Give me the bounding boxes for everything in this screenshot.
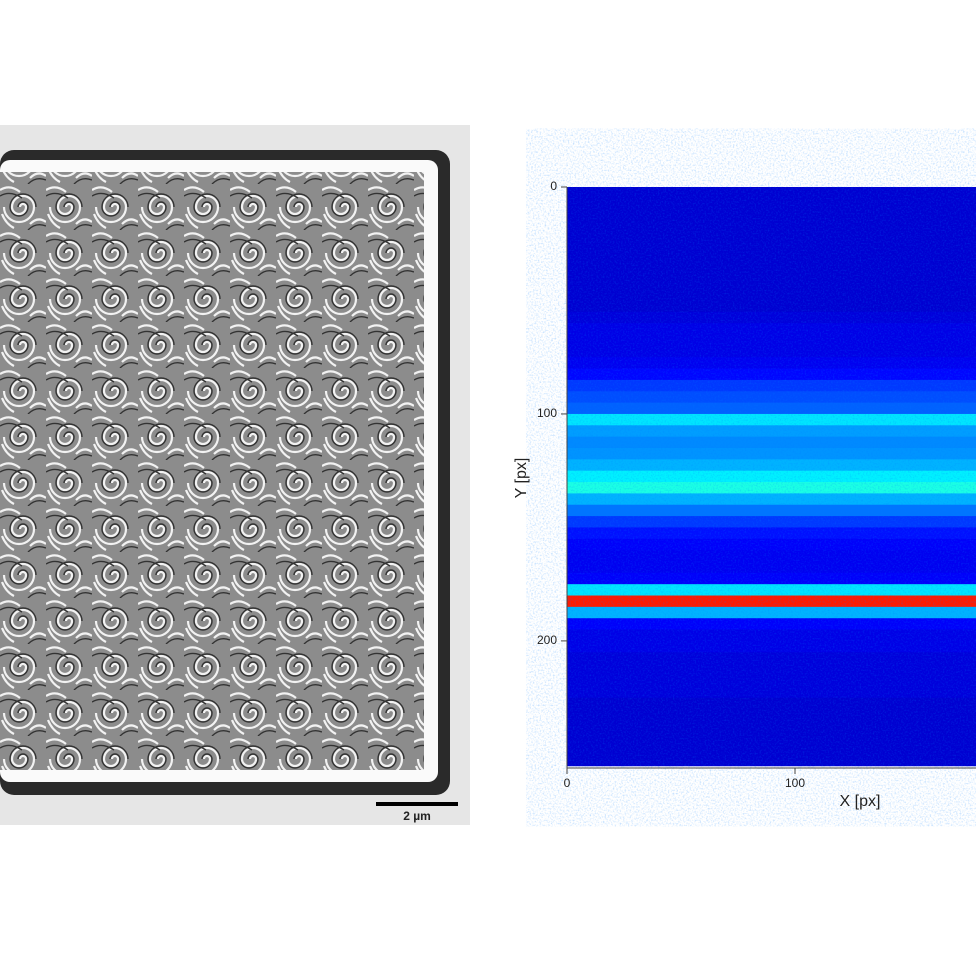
x-tick-label: 100 <box>785 776 805 790</box>
scale-bar-label: 2 µm <box>403 809 431 823</box>
x-axis-label: X [px] <box>840 793 881 810</box>
y-tick-label: 100 <box>537 406 557 420</box>
y-tick-label: 200 <box>537 633 557 647</box>
y-tick-label: 0 <box>550 179 557 193</box>
noise-overlay <box>567 187 976 768</box>
x-tick-label: 0 <box>564 776 571 790</box>
y-axis-label: Y [px] <box>513 458 530 499</box>
microscopy-image: 2 µm <box>0 125 470 825</box>
